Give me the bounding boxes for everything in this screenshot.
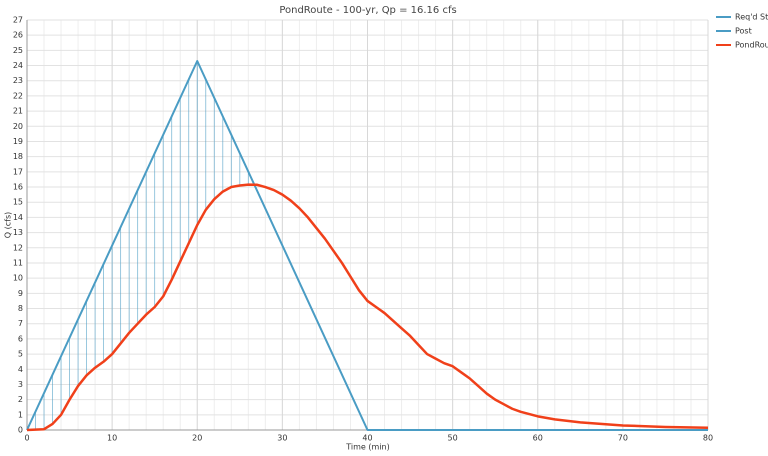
x-tick-label: 10: [107, 434, 117, 443]
x-tick-label: 50: [448, 434, 458, 443]
y-tick-label: 2: [18, 395, 23, 404]
series-line: [26, 60, 708, 431]
y-tick-label: 17: [13, 167, 23, 176]
y-axis-label: Q (cfs): [4, 212, 13, 238]
y-tick-label: 5: [18, 350, 23, 359]
x-tick-label: 20: [192, 434, 202, 443]
x-axis-label: Time (min): [345, 443, 389, 452]
y-tick-label: 19: [13, 137, 23, 146]
x-tick-label: 80: [703, 434, 713, 443]
y-tick-label: 22: [13, 91, 23, 100]
y-tick-label: 27: [13, 16, 23, 25]
x-tick-label: 0: [24, 434, 29, 443]
y-tick-label: 25: [13, 46, 23, 55]
y-tick-label: 0: [18, 426, 23, 435]
y-tick-label: 11: [13, 258, 23, 267]
y-tick-label: 6: [18, 334, 23, 343]
legend-label: Post: [735, 27, 752, 36]
series-line: [26, 183, 709, 432]
y-tick-label: 8: [18, 304, 23, 313]
y-tick-label: 1: [18, 410, 23, 419]
y-tick-label: 3: [18, 380, 23, 389]
y-tick-label: 14: [13, 213, 23, 222]
y-tick-label: 7: [18, 319, 23, 328]
chart-title: PondRoute - 100-yr, Qp = 16.16 cfs: [279, 5, 456, 16]
y-tick-label: 12: [13, 243, 23, 252]
y-tick-label: 10: [13, 274, 23, 283]
y-tick-label: 20: [13, 122, 23, 131]
y-tick-label: 18: [13, 152, 23, 161]
y-tick-label: 13: [13, 228, 23, 237]
x-tick-label: 60: [533, 434, 543, 443]
y-tick-label: 23: [13, 76, 23, 85]
y-tick-label: 16: [13, 183, 23, 192]
legend-label: PondRoute: [735, 41, 768, 50]
x-tick-label: 40: [362, 434, 372, 443]
x-tick-label: 70: [618, 434, 628, 443]
y-tick-label: 24: [13, 61, 23, 70]
y-tick-label: 26: [13, 31, 23, 40]
y-tick-label: 9: [18, 289, 23, 298]
y-tick-label: 4: [18, 365, 23, 374]
legend-label: Req'd Stor: [735, 13, 768, 22]
x-tick-label: 30: [277, 434, 287, 443]
y-tick-label: 15: [13, 198, 23, 207]
y-tick-label: 21: [13, 107, 23, 116]
